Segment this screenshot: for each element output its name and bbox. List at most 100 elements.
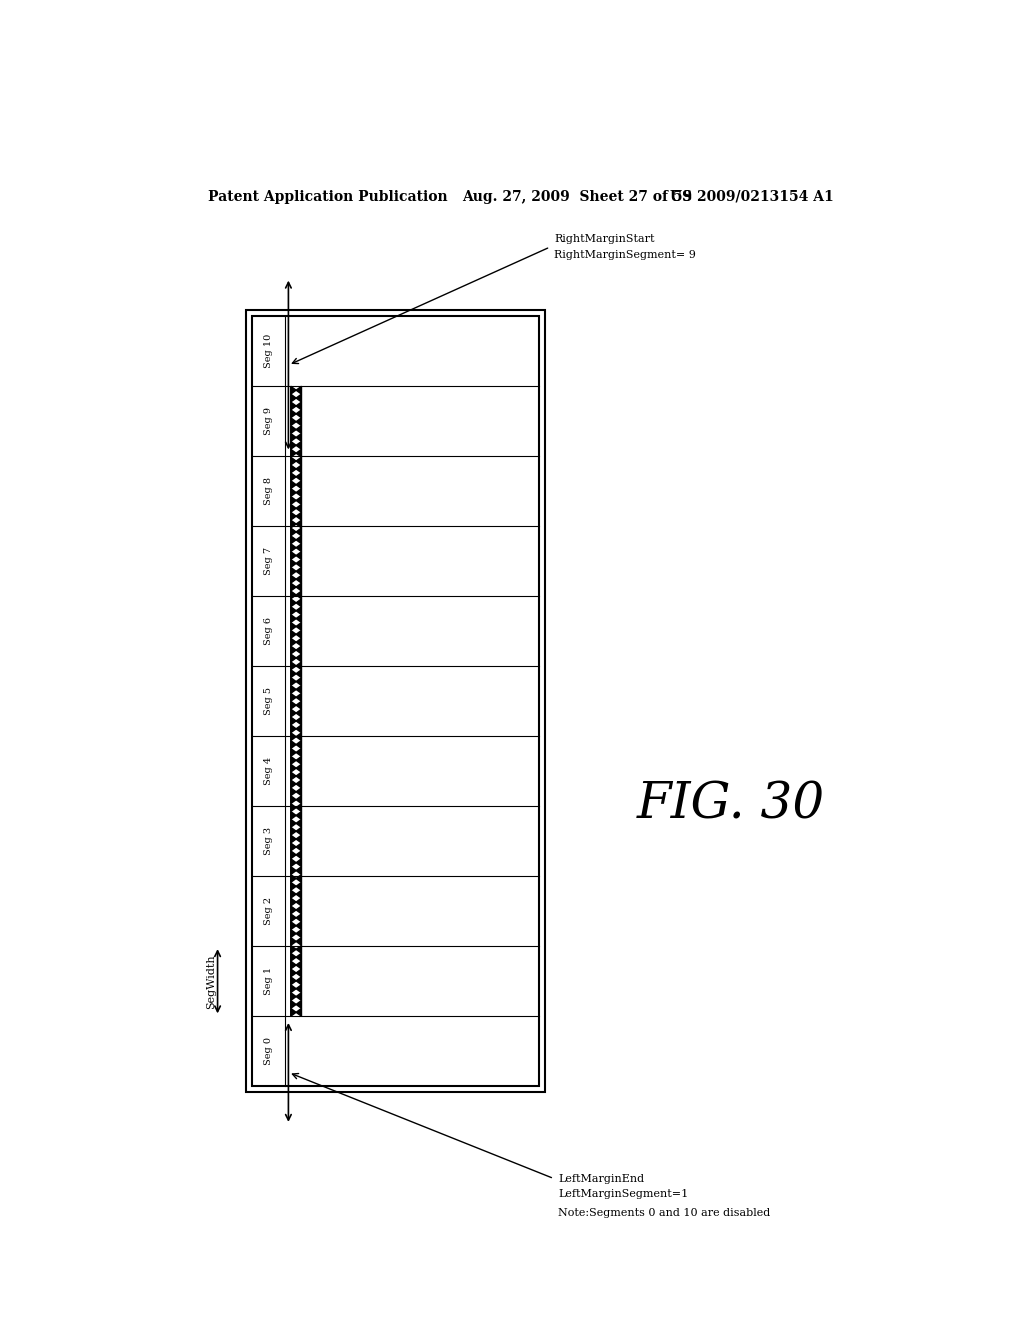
- Polygon shape: [296, 504, 301, 512]
- Polygon shape: [296, 701, 301, 709]
- Text: RightMarginSegment= 9: RightMarginSegment= 9: [554, 249, 696, 260]
- Polygon shape: [296, 544, 301, 552]
- Polygon shape: [296, 480, 301, 488]
- Polygon shape: [291, 395, 296, 403]
- Polygon shape: [291, 512, 296, 520]
- Polygon shape: [296, 756, 301, 764]
- Polygon shape: [291, 480, 296, 488]
- Polygon shape: [291, 661, 296, 669]
- Polygon shape: [296, 741, 301, 748]
- Polygon shape: [296, 929, 301, 937]
- Polygon shape: [291, 717, 296, 725]
- Polygon shape: [291, 764, 296, 772]
- Polygon shape: [296, 913, 301, 921]
- Polygon shape: [291, 669, 296, 677]
- Polygon shape: [296, 717, 301, 725]
- Polygon shape: [291, 859, 296, 867]
- Text: Seg 3: Seg 3: [264, 828, 272, 855]
- Polygon shape: [296, 764, 301, 772]
- Polygon shape: [291, 653, 296, 661]
- Polygon shape: [296, 599, 301, 607]
- Polygon shape: [291, 843, 296, 851]
- Polygon shape: [291, 788, 296, 796]
- Polygon shape: [291, 677, 296, 685]
- Polygon shape: [296, 709, 301, 717]
- Polygon shape: [291, 851, 296, 859]
- Polygon shape: [291, 417, 296, 425]
- Text: Seg 0: Seg 0: [264, 1038, 272, 1065]
- Polygon shape: [291, 733, 296, 741]
- Polygon shape: [291, 836, 296, 843]
- Polygon shape: [291, 780, 296, 788]
- Polygon shape: [296, 828, 301, 836]
- Polygon shape: [296, 433, 301, 441]
- Polygon shape: [296, 937, 301, 945]
- Polygon shape: [291, 741, 296, 748]
- Polygon shape: [296, 457, 301, 465]
- Polygon shape: [296, 387, 301, 395]
- Polygon shape: [291, 756, 296, 764]
- Polygon shape: [296, 677, 301, 685]
- Polygon shape: [296, 661, 301, 669]
- Text: Seg 5: Seg 5: [264, 688, 272, 715]
- Polygon shape: [296, 859, 301, 867]
- Polygon shape: [296, 788, 301, 796]
- Polygon shape: [291, 536, 296, 544]
- Polygon shape: [296, 693, 301, 701]
- Polygon shape: [291, 441, 296, 449]
- Polygon shape: [291, 576, 296, 583]
- Polygon shape: [296, 804, 301, 812]
- Polygon shape: [296, 560, 301, 568]
- Polygon shape: [296, 403, 301, 411]
- Polygon shape: [291, 496, 296, 504]
- Polygon shape: [291, 591, 296, 599]
- Polygon shape: [291, 568, 296, 576]
- Polygon shape: [296, 820, 301, 828]
- Polygon shape: [296, 496, 301, 504]
- Text: LeftMarginSegment=1: LeftMarginSegment=1: [558, 1189, 688, 1199]
- Polygon shape: [291, 623, 296, 631]
- Polygon shape: [291, 898, 296, 906]
- Polygon shape: [291, 953, 296, 961]
- Polygon shape: [296, 417, 301, 425]
- Polygon shape: [291, 528, 296, 536]
- Polygon shape: [296, 953, 301, 961]
- Polygon shape: [296, 411, 301, 417]
- Polygon shape: [296, 639, 301, 645]
- Polygon shape: [296, 906, 301, 913]
- Polygon shape: [291, 961, 296, 969]
- Polygon shape: [296, 985, 301, 993]
- Text: Seg 1: Seg 1: [264, 968, 272, 995]
- Polygon shape: [291, 615, 296, 623]
- Polygon shape: [291, 473, 296, 480]
- Polygon shape: [296, 645, 301, 653]
- Polygon shape: [291, 929, 296, 937]
- Polygon shape: [291, 403, 296, 411]
- Polygon shape: [296, 607, 301, 615]
- Polygon shape: [291, 520, 296, 528]
- Polygon shape: [296, 591, 301, 599]
- Polygon shape: [291, 645, 296, 653]
- Polygon shape: [291, 552, 296, 560]
- Polygon shape: [296, 528, 301, 536]
- Polygon shape: [296, 576, 301, 583]
- Polygon shape: [291, 828, 296, 836]
- Polygon shape: [296, 465, 301, 473]
- Text: Seg 8: Seg 8: [264, 478, 272, 506]
- Polygon shape: [296, 536, 301, 544]
- Polygon shape: [291, 504, 296, 512]
- Polygon shape: [296, 796, 301, 804]
- Polygon shape: [291, 875, 296, 882]
- Text: Seg 2: Seg 2: [264, 898, 272, 925]
- Polygon shape: [291, 449, 296, 457]
- Polygon shape: [291, 1001, 296, 1008]
- Polygon shape: [296, 812, 301, 820]
- Polygon shape: [291, 812, 296, 820]
- Polygon shape: [296, 669, 301, 677]
- Polygon shape: [291, 882, 296, 890]
- Polygon shape: [291, 693, 296, 701]
- Polygon shape: [291, 465, 296, 473]
- Polygon shape: [296, 882, 301, 890]
- Polygon shape: [291, 772, 296, 780]
- Polygon shape: [296, 488, 301, 496]
